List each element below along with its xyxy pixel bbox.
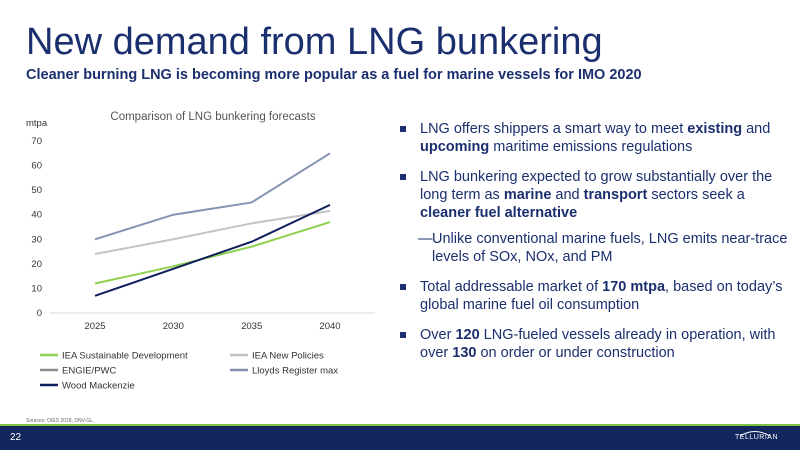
bullet-4: Over 120 LNG-fueled vessels already in o… [398,326,788,362]
chart-legend: IEA Sustainable Development IEA New Polic… [40,351,338,392]
bullet-bold-text: 170 mtpa [602,279,666,295]
y-tick-label: 60 [31,161,42,172]
sub-bullet: — Unlike conventional marine fuels, LNG … [398,230,788,266]
y-tick-label: 70 [31,136,42,147]
slide-subtitle: Cleaner burning LNG is becoming more pop… [26,67,642,83]
bullet-text: maritime emissions regulations [489,139,693,155]
legend-label: Wood Mackenzie [62,381,135,392]
bullet-bold-text: 130 [452,345,477,361]
bullet-bold-text: 120 [455,327,480,343]
bullet-text: Total addressable market of [420,279,603,295]
bullet-2: LNG bunkering expected to grow substanti… [398,168,788,222]
bullet-text: Over [420,327,456,343]
series-line-4 [94,203,331,297]
bullet-marker [400,126,406,132]
bullet-text: and [742,121,771,137]
bullet-bold-text: upcoming [420,139,490,155]
y-tick-label: 10 [31,283,42,294]
series-line-1 [94,210,331,256]
x-axis-ticks: 2025 2030 2035 2040 [84,321,340,332]
lng-bunkering-chart: Comparison of LNG bunkering forecasts mt… [26,111,375,392]
slide-title: New demand from LNG bunkering [26,21,603,63]
x-tick-label: 2035 [241,321,262,332]
bullet-text: LNG bunkering expected to grow substanti… [420,169,773,203]
bullet-bold-text: cleaner fuel alternative [420,205,578,221]
bullet-text: sectors seek a [647,187,745,203]
tellurian-logo-text: TELLURIAN [735,434,779,441]
sources-note: Sources: OIES 2018, DNV-GL. [26,418,95,424]
bullet-list: LNG offers shippers a smart way to meet … [398,120,788,374]
bullet-marker [400,174,406,180]
legend-label: IEA Sustainable Development [62,351,188,362]
x-tick-label: 2025 [84,321,105,332]
bullet-bold-text: existing [687,121,743,137]
bullet-text: LNG offers shippers a smart way to meet [420,121,688,137]
x-tick-label: 2030 [163,321,184,332]
chart-title: Comparison of LNG bunkering forecasts [110,111,315,123]
bullet-text: on order or under construction [476,345,675,361]
sub-bullet-text: Unlike conventional marine fuels, LNG em… [432,231,788,265]
y-tick-label: 40 [31,210,42,221]
sub-bullet-dash: — [418,231,433,247]
tellurian-logo-icon [739,431,771,437]
series-lines [94,152,331,297]
y-axis-ticks: 0 10 20 30 40 50 60 70 [31,136,42,319]
bullet-text: and [551,187,584,203]
legend-label: ENGIE/PWC [62,366,117,377]
footer-accent-line [0,424,800,426]
series-line-3 [94,152,331,241]
y-tick-label: 50 [31,185,42,196]
bullet-marker [400,332,406,338]
series-line-0 [94,221,331,285]
y-axis-unit-label: mtpa [26,118,48,129]
bullet-text: , based on today’s global marine fuel oi… [420,279,783,313]
footer-bar: 22 TELLURIAN [0,426,800,450]
x-tick-label: 2040 [319,321,340,332]
legend-label: IEA New Policies [252,351,324,362]
bullet-bold-text: transport [583,187,648,203]
bullet-3: Total addressable market of 170 mtpa, ba… [398,278,788,314]
bullet-bold-text: marine [503,187,552,203]
bullet-1: LNG offers shippers a smart way to meet … [398,120,788,156]
page-number: 22 [10,432,22,443]
y-tick-label: 20 [31,259,42,270]
bullet-text: LNG-fueled vessels already in operation,… [420,327,776,361]
bullet-marker [400,284,406,290]
legend-label: Lloyds Register max [252,366,338,377]
y-tick-label: 30 [31,234,42,245]
y-tick-label: 0 [37,308,42,319]
